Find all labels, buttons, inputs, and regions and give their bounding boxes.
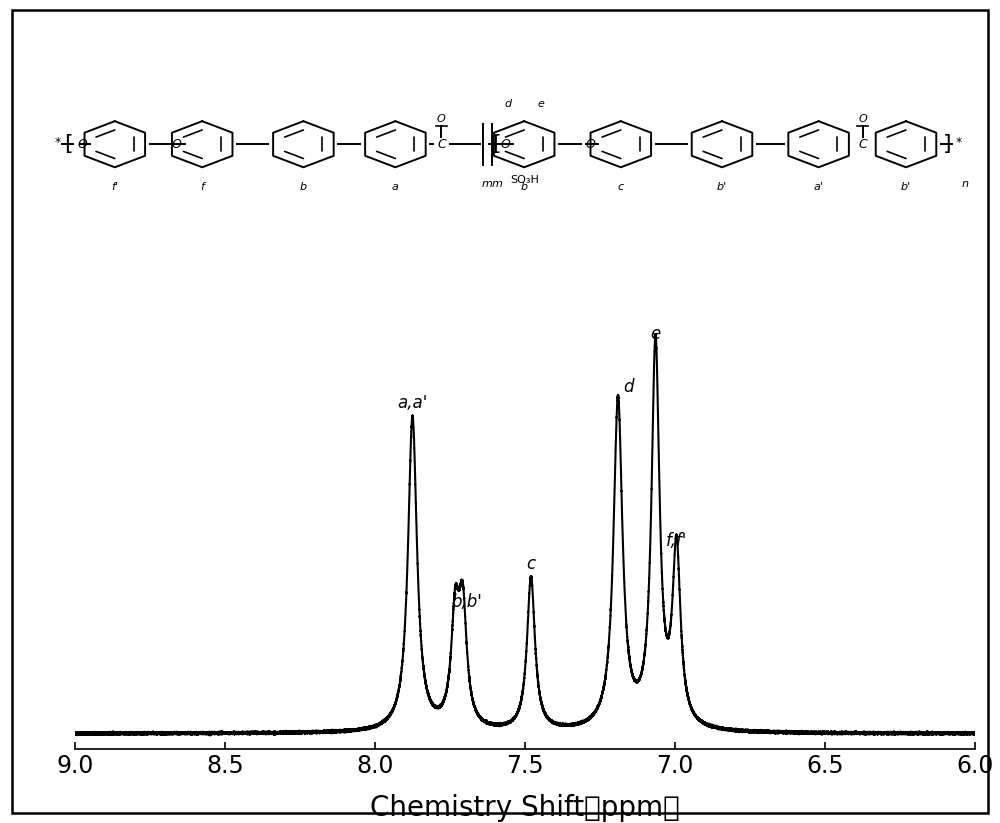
Text: f: f bbox=[200, 183, 204, 193]
Text: b: b bbox=[300, 183, 307, 193]
Text: n: n bbox=[961, 179, 968, 189]
Text: b: b bbox=[521, 183, 528, 193]
Text: b': b' bbox=[717, 183, 727, 193]
Text: e: e bbox=[537, 99, 544, 109]
Text: f,f': f,f' bbox=[666, 532, 687, 550]
Text: C: C bbox=[437, 137, 446, 151]
Text: C: C bbox=[858, 137, 867, 151]
Text: a: a bbox=[392, 183, 399, 193]
Text: O: O bbox=[501, 137, 511, 151]
Text: m: m bbox=[492, 179, 503, 189]
Text: b': b' bbox=[901, 183, 911, 193]
Text: *: * bbox=[55, 136, 61, 149]
Text: a,a': a,a' bbox=[397, 393, 428, 412]
Text: m: m bbox=[482, 179, 493, 189]
Text: O: O bbox=[858, 114, 867, 123]
Text: f': f' bbox=[111, 183, 118, 193]
Text: d: d bbox=[504, 99, 511, 109]
Text: c: c bbox=[618, 183, 624, 193]
Text: a': a' bbox=[814, 183, 824, 193]
X-axis label: Chemistry Shift（ppm）: Chemistry Shift（ppm） bbox=[370, 794, 680, 822]
Text: O: O bbox=[172, 137, 181, 151]
Text: d: d bbox=[623, 379, 634, 397]
Text: c: c bbox=[526, 555, 536, 573]
Text: [: [ bbox=[64, 134, 73, 154]
Text: SO₃H: SO₃H bbox=[510, 174, 539, 184]
Text: O: O bbox=[78, 137, 88, 151]
Text: O: O bbox=[437, 114, 446, 123]
Text: O: O bbox=[586, 137, 595, 151]
Text: ]: ] bbox=[943, 134, 952, 154]
Text: [: [ bbox=[492, 134, 501, 154]
Text: *: * bbox=[955, 136, 962, 149]
Text: e: e bbox=[650, 325, 661, 343]
Text: b,b': b,b' bbox=[451, 593, 482, 611]
